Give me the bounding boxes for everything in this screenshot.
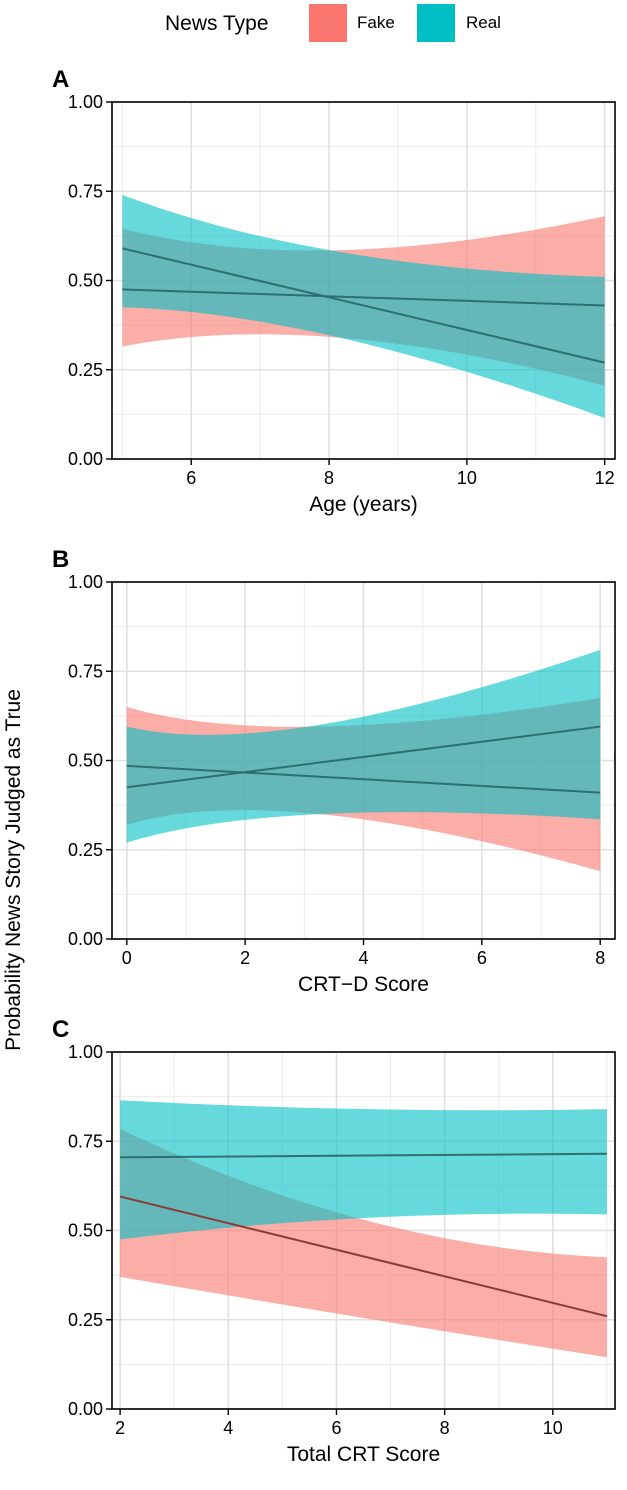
fit-line-fake (119, 1195, 608, 1318)
y-tick-label: 0.75 (68, 1131, 103, 1151)
y-tick-label: 0.50 (68, 751, 103, 771)
x-axis-title: Total CRT Score (287, 1443, 440, 1466)
x-tick-label: 8 (440, 1418, 450, 1438)
x-tick-label: 2 (240, 948, 250, 968)
panel-a-chart: A 0.00 0.25 0.50 0.75 1.00 6 8 10 12 Age (years) (52, 66, 616, 516)
y-tick-label: 0.50 (68, 1221, 103, 1241)
x-tick-label: 12 (595, 468, 615, 488)
y-tick-label: 0.25 (68, 1310, 103, 1330)
x-tick-label: 8 (595, 948, 605, 968)
panel-label: B (52, 546, 69, 573)
x-tick-label: 10 (543, 1418, 563, 1438)
x-tick-label: 0 (122, 948, 132, 968)
fit-line-real (120, 1152, 607, 1159)
y-tick-label: 0.50 (68, 271, 103, 291)
x-axis-title: Age (years) (309, 493, 418, 516)
panel-b-chart: B 0.00 0.25 0.50 0.75 1.00 0 2 4 6 8 CRT−D Score (52, 546, 616, 996)
panel-c-chart: C 0.00 0.25 0.50 0.75 1.00 2 4 6 8 10 Total CRT Sco… (52, 1016, 616, 1466)
legend-label-fake: Fake (357, 13, 395, 32)
y-tick-label: 1.00 (68, 92, 103, 112)
y-tick-label: 1.00 (68, 572, 103, 592)
y-tick-label: 0.00 (68, 449, 103, 469)
legend-title: News Type (165, 12, 269, 35)
legend-key-fake (309, 4, 347, 42)
fit-line-fake (126, 764, 601, 794)
panel-label: C (52, 1016, 69, 1043)
y-tick-label: 1.00 (68, 1042, 103, 1062)
y-tick-label: 0.25 (68, 360, 103, 380)
y-tick-label: 0.00 (68, 929, 103, 949)
legend: News Type Fake Real (0, 0, 627, 50)
x-tick-label: 8 (324, 468, 334, 488)
x-tick-label: 6 (331, 1418, 341, 1438)
y-tick-label: 0.75 (68, 661, 103, 681)
panel-label: A (52, 66, 69, 93)
x-tick-label: 6 (186, 468, 196, 488)
x-tick-label: 6 (477, 948, 487, 968)
x-tick-label: 4 (358, 948, 368, 968)
fit-line-fake (122, 288, 605, 307)
x-axis-title: CRT−D Score (298, 973, 429, 996)
ribbon-real (120, 1100, 607, 1240)
fit-line-real (122, 247, 605, 364)
x-tick-label: 10 (457, 468, 477, 488)
y-tick-label: 0.25 (68, 840, 103, 860)
y-tick-label: 0.75 (68, 181, 103, 201)
y-tick-label: 0.00 (68, 1399, 103, 1419)
fit-line-real (126, 725, 601, 789)
x-tick-label: 2 (115, 1418, 125, 1438)
ribbon-real (126, 649, 601, 843)
legend-label-real: Real (466, 13, 501, 32)
legend-key-real (417, 4, 455, 42)
x-tick-label: 4 (223, 1418, 233, 1438)
